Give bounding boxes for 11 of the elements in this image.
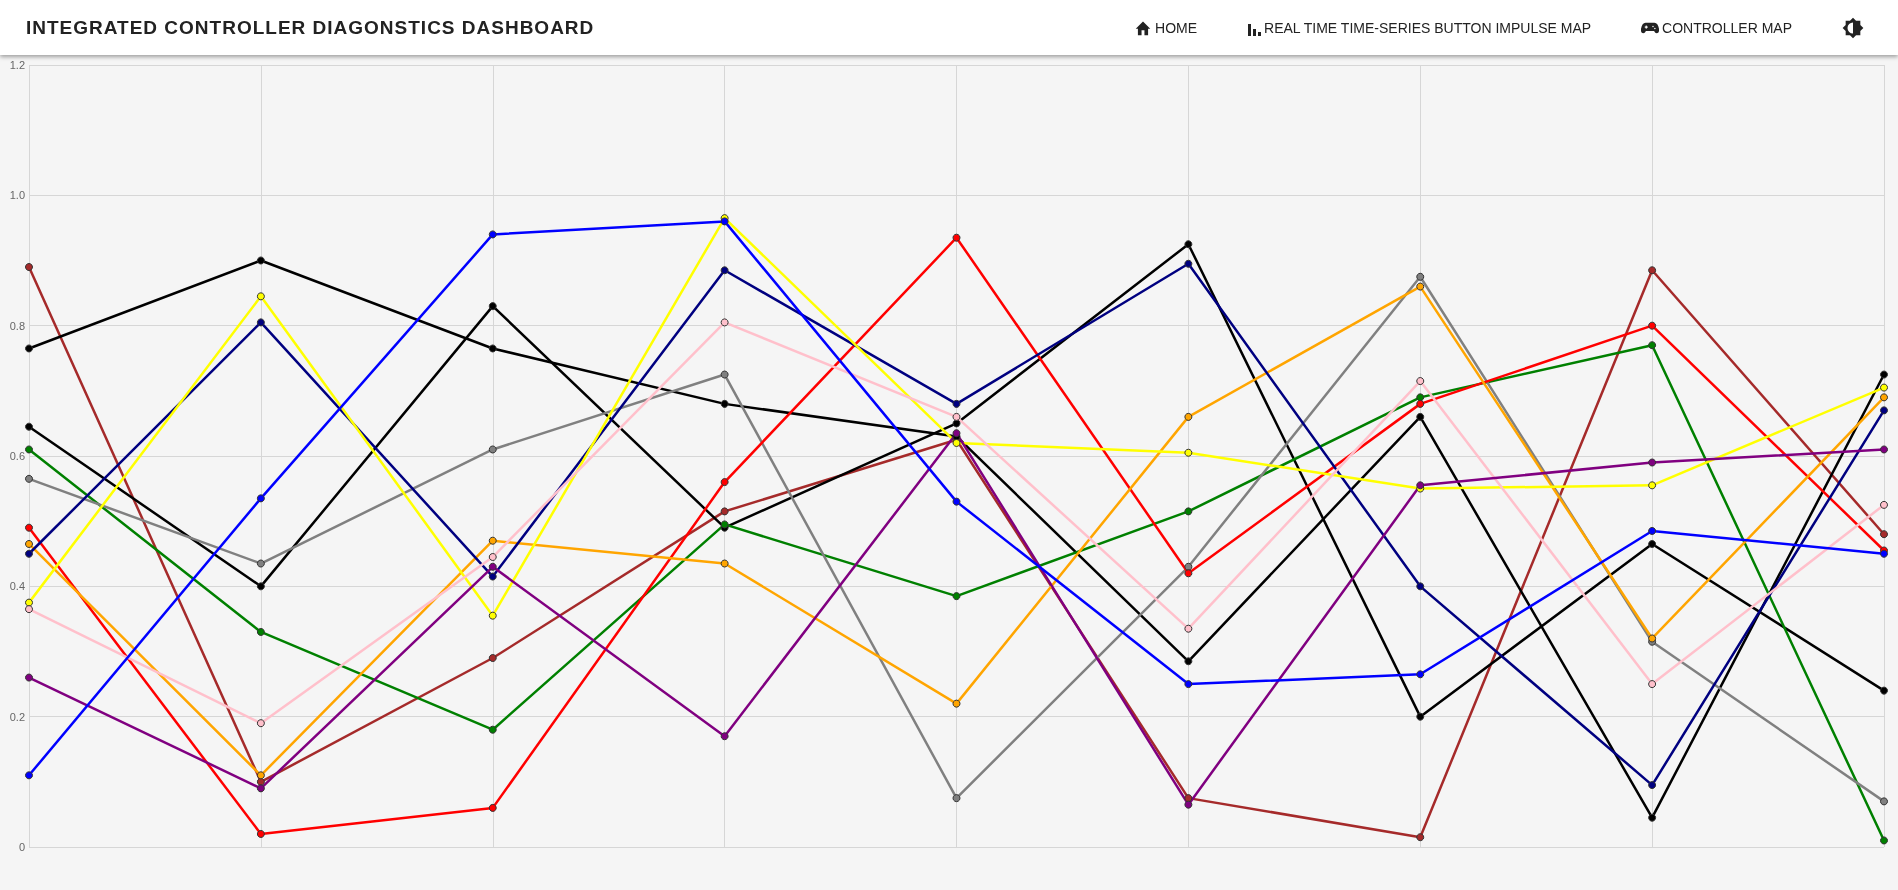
text: HOME [1155,19,1198,36]
y-tick-label: 0.4 [9,580,25,593]
y-tick-label: 0.8 [9,319,25,332]
chart-title: INTEGRATED CONTROLLER DIAGONSTICS DASHBOARD [26,16,596,39]
text: REAL TIME TIME-SERIES BUTTON IMPULSE MAP [1264,19,1592,36]
y-tick-label: 0 [18,841,25,853]
y-tick-label: 1.0 [9,189,25,202]
y-tick-label: 0.2 [9,710,25,723]
y-tick-label: 0.6 [9,450,25,462]
y-tick-label: 1.2 [9,59,25,71]
text: CONTROLLER MAP [1662,19,1792,36]
